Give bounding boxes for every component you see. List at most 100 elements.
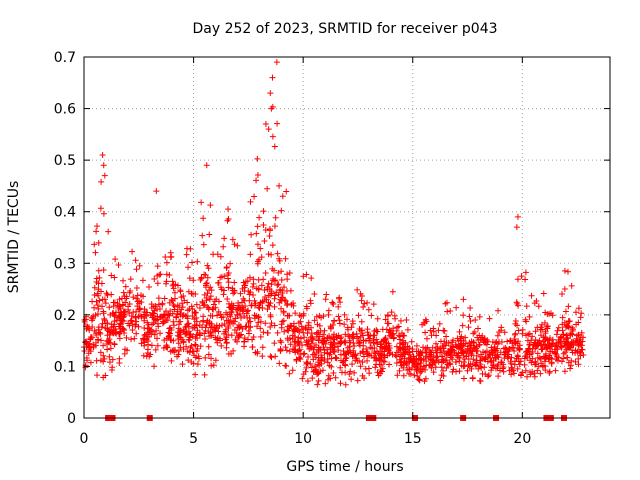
data-point [282, 298, 289, 305]
data-point [262, 294, 269, 301]
data-point [250, 291, 257, 298]
data-point [289, 367, 296, 374]
data-point [327, 375, 334, 382]
data-point [436, 320, 443, 327]
data-point [225, 206, 232, 213]
data-point [377, 340, 384, 347]
data-point [559, 290, 566, 297]
data-point [545, 341, 552, 348]
data-point [344, 316, 351, 323]
data-point [315, 377, 322, 384]
data-point [201, 371, 208, 378]
data-point [314, 381, 321, 388]
data-point [88, 317, 95, 324]
data-point [330, 370, 337, 377]
data-point [282, 255, 289, 262]
data-point [171, 289, 178, 296]
data-point [265, 299, 272, 306]
data-point [81, 318, 88, 325]
data-point [337, 335, 344, 342]
data-point [104, 325, 111, 332]
data-point [118, 317, 125, 324]
data-point [401, 344, 408, 351]
data-point [395, 323, 402, 330]
data-point [291, 333, 298, 340]
data-point [91, 292, 98, 299]
data-point [141, 306, 148, 313]
data-point [341, 351, 348, 358]
data-point [395, 332, 402, 339]
data-point [191, 316, 198, 323]
data-point [359, 332, 366, 339]
data-point [265, 292, 272, 299]
data-point [512, 320, 519, 327]
data-point [538, 360, 545, 367]
data-point [205, 351, 212, 358]
data-point [200, 215, 207, 222]
data-point [575, 355, 582, 362]
data-point [278, 324, 285, 331]
data-point [143, 336, 150, 343]
data-point [553, 342, 560, 349]
data-point [249, 283, 256, 290]
data-point [278, 268, 285, 275]
data-point [539, 326, 546, 333]
data-point [282, 344, 289, 351]
data-point [202, 280, 209, 287]
data-point [98, 337, 104, 344]
data-point [151, 316, 158, 323]
data-point [100, 308, 107, 315]
data-point [133, 295, 140, 302]
data-point [217, 253, 224, 260]
data-point [112, 256, 119, 263]
data-point [462, 334, 469, 341]
data-point [362, 365, 369, 372]
data-point [346, 371, 353, 378]
data-point [116, 303, 123, 310]
y-tick-label: 0.7 [54, 50, 76, 66]
data-point [215, 280, 222, 287]
y-tick-label: 0.2 [54, 308, 76, 324]
data-point [578, 310, 585, 317]
data-point [518, 273, 525, 280]
data-point [239, 325, 246, 332]
data-point [102, 300, 109, 307]
data-point [99, 296, 106, 303]
data-point [349, 320, 356, 327]
data-point [473, 352, 480, 359]
data-point [254, 241, 261, 248]
data-point [180, 311, 187, 318]
data-point [453, 359, 460, 366]
data-point [180, 326, 187, 333]
data-point [93, 357, 100, 364]
data-point [569, 324, 576, 331]
data-point [269, 242, 276, 249]
data-point [418, 363, 425, 370]
data-point [308, 330, 315, 337]
y-tick-label: 0.3 [54, 256, 76, 272]
data-point [437, 377, 444, 384]
data-point [203, 162, 210, 169]
data-point [397, 359, 404, 366]
data-point [210, 301, 217, 308]
data-point [360, 353, 367, 360]
data-point [283, 188, 290, 195]
data-point [281, 284, 288, 291]
data-point [552, 367, 559, 374]
data-point [516, 346, 523, 353]
data-point [278, 339, 285, 346]
data-point [215, 328, 222, 335]
data-point [468, 338, 475, 345]
data-point [579, 338, 586, 345]
data-point [210, 251, 217, 258]
data-point [151, 275, 158, 282]
data-point [438, 364, 445, 371]
data-point [429, 344, 436, 351]
data-point [350, 340, 357, 347]
data-point [194, 361, 201, 368]
data-point [310, 368, 317, 375]
data-point [257, 245, 264, 252]
data-point [565, 344, 572, 351]
data-point [327, 349, 334, 356]
data-point [216, 335, 223, 342]
